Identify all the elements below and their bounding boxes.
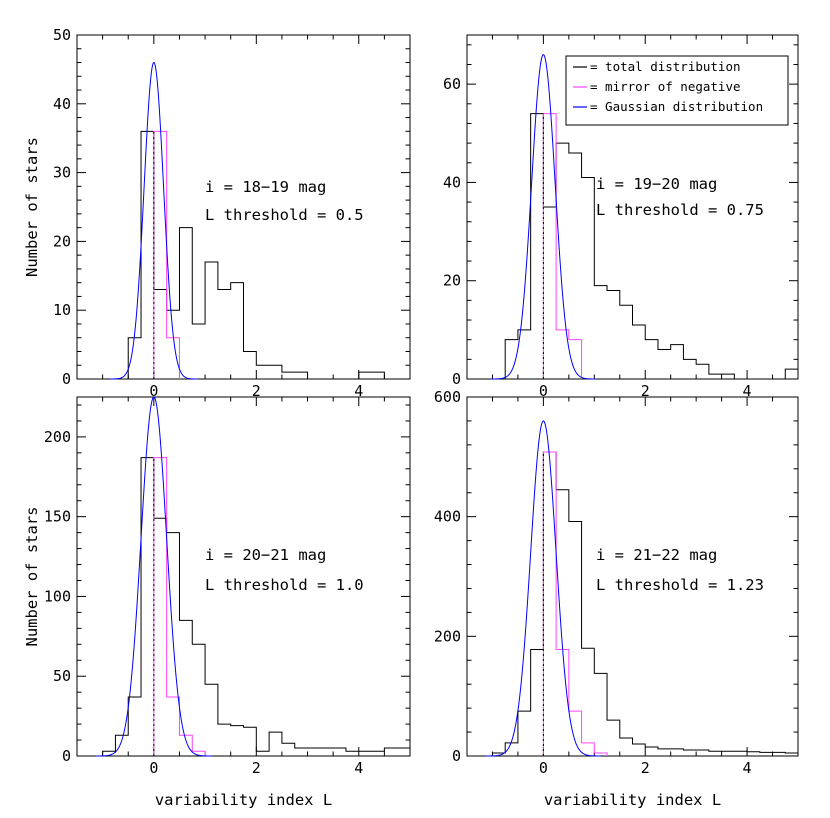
y-tick-label: 150 [44, 508, 71, 526]
y-tick-label: 200 [434, 627, 461, 645]
x-tick-label: 0 [149, 382, 158, 400]
total-histogram [491, 451, 799, 756]
legend-label-gaussian: = Gaussian distribution [590, 99, 763, 114]
annotation-threshold: L threshold = 1.23 [596, 576, 764, 594]
legend-label-mirror: = mirror of negative [590, 79, 741, 94]
y-tick-label: 400 [434, 508, 461, 526]
x-tick-label: 0 [539, 382, 548, 400]
mirror-histogram [153, 130, 180, 379]
x-axis-title: variability index L [155, 791, 332, 809]
x-tick-label: 4 [354, 382, 363, 400]
y-tick-label: 50 [53, 26, 71, 44]
annotation-threshold: L threshold = 1.0 [205, 576, 364, 594]
mirror-histogram [153, 457, 206, 756]
y-tick-label: 0 [62, 747, 71, 765]
axes-frame [76, 396, 411, 757]
gaussian-curve [486, 420, 601, 757]
mirror-histogram [542, 451, 608, 756]
x-tick-label: 4 [743, 382, 752, 400]
axes-frame [466, 396, 799, 757]
y-tick-label: 200 [44, 428, 71, 446]
panel-bottom-right: 0 2 4 0 200 400 600 i = 21−22 mag L threshold = … [434, 388, 799, 809]
y-tick-label: 600 [434, 388, 461, 406]
axes-frame [466, 34, 799, 380]
x-tick-label: 0 [149, 759, 158, 777]
y-tick-label: 40 [443, 173, 461, 191]
x-tick-label: 4 [743, 759, 752, 777]
y-tick-label: 0 [62, 370, 71, 388]
x-tick-label: 2 [252, 382, 261, 400]
y-tick-label: 10 [53, 301, 71, 319]
total-histogram [127, 130, 385, 380]
legend-box [565, 55, 789, 126]
y-tick-label: 40 [53, 95, 71, 113]
x-axis-title: variability index L [544, 791, 721, 809]
annotation-magnitude: i = 21−22 mag [596, 546, 717, 564]
y-tick-label: 60 [443, 75, 461, 93]
annotation-magnitude: i = 19−20 mag [596, 175, 717, 193]
panel-bottom-left: 0 2 4 0 50 100 150 200 i = 20−21 mag L threshold … [23, 396, 411, 809]
gaussian-curve [490, 54, 597, 380]
gaussian-curve [110, 61, 198, 380]
x-tick-label: 4 [354, 759, 363, 777]
y-axis-title: Number of stars [23, 137, 41, 277]
x-tick-label: 2 [641, 382, 650, 400]
y-tick-label: 0 [452, 370, 461, 388]
x-tick-label: 0 [539, 759, 548, 777]
y-tick-label: 20 [53, 232, 71, 250]
legend-label-total: = total distribution [590, 59, 741, 74]
annotation-threshold: L threshold = 0.5 [205, 206, 364, 224]
y-axis-title: Number of stars [23, 507, 41, 647]
annotation-magnitude: i = 20−21 mag [205, 546, 326, 564]
y-tick-label: 100 [44, 587, 71, 605]
gaussian-curve [96, 396, 212, 757]
annotation-magnitude: i = 18−19 mag [205, 178, 326, 196]
y-tick-label: 30 [53, 164, 71, 182]
legend: = total distribution = mirror of negative… [565, 55, 789, 126]
total-histogram [504, 113, 799, 380]
y-tick-label: 50 [53, 667, 71, 685]
x-tick-label: 2 [252, 759, 261, 777]
annotation-threshold: L threshold = 0.75 [596, 201, 764, 219]
total-histogram [102, 457, 411, 756]
axes-frame [76, 34, 411, 380]
y-tick-label: 20 [443, 272, 461, 290]
y-tick-label: 0 [452, 747, 461, 765]
mirror-histogram [542, 113, 583, 379]
x-tick-label: 2 [641, 759, 650, 777]
